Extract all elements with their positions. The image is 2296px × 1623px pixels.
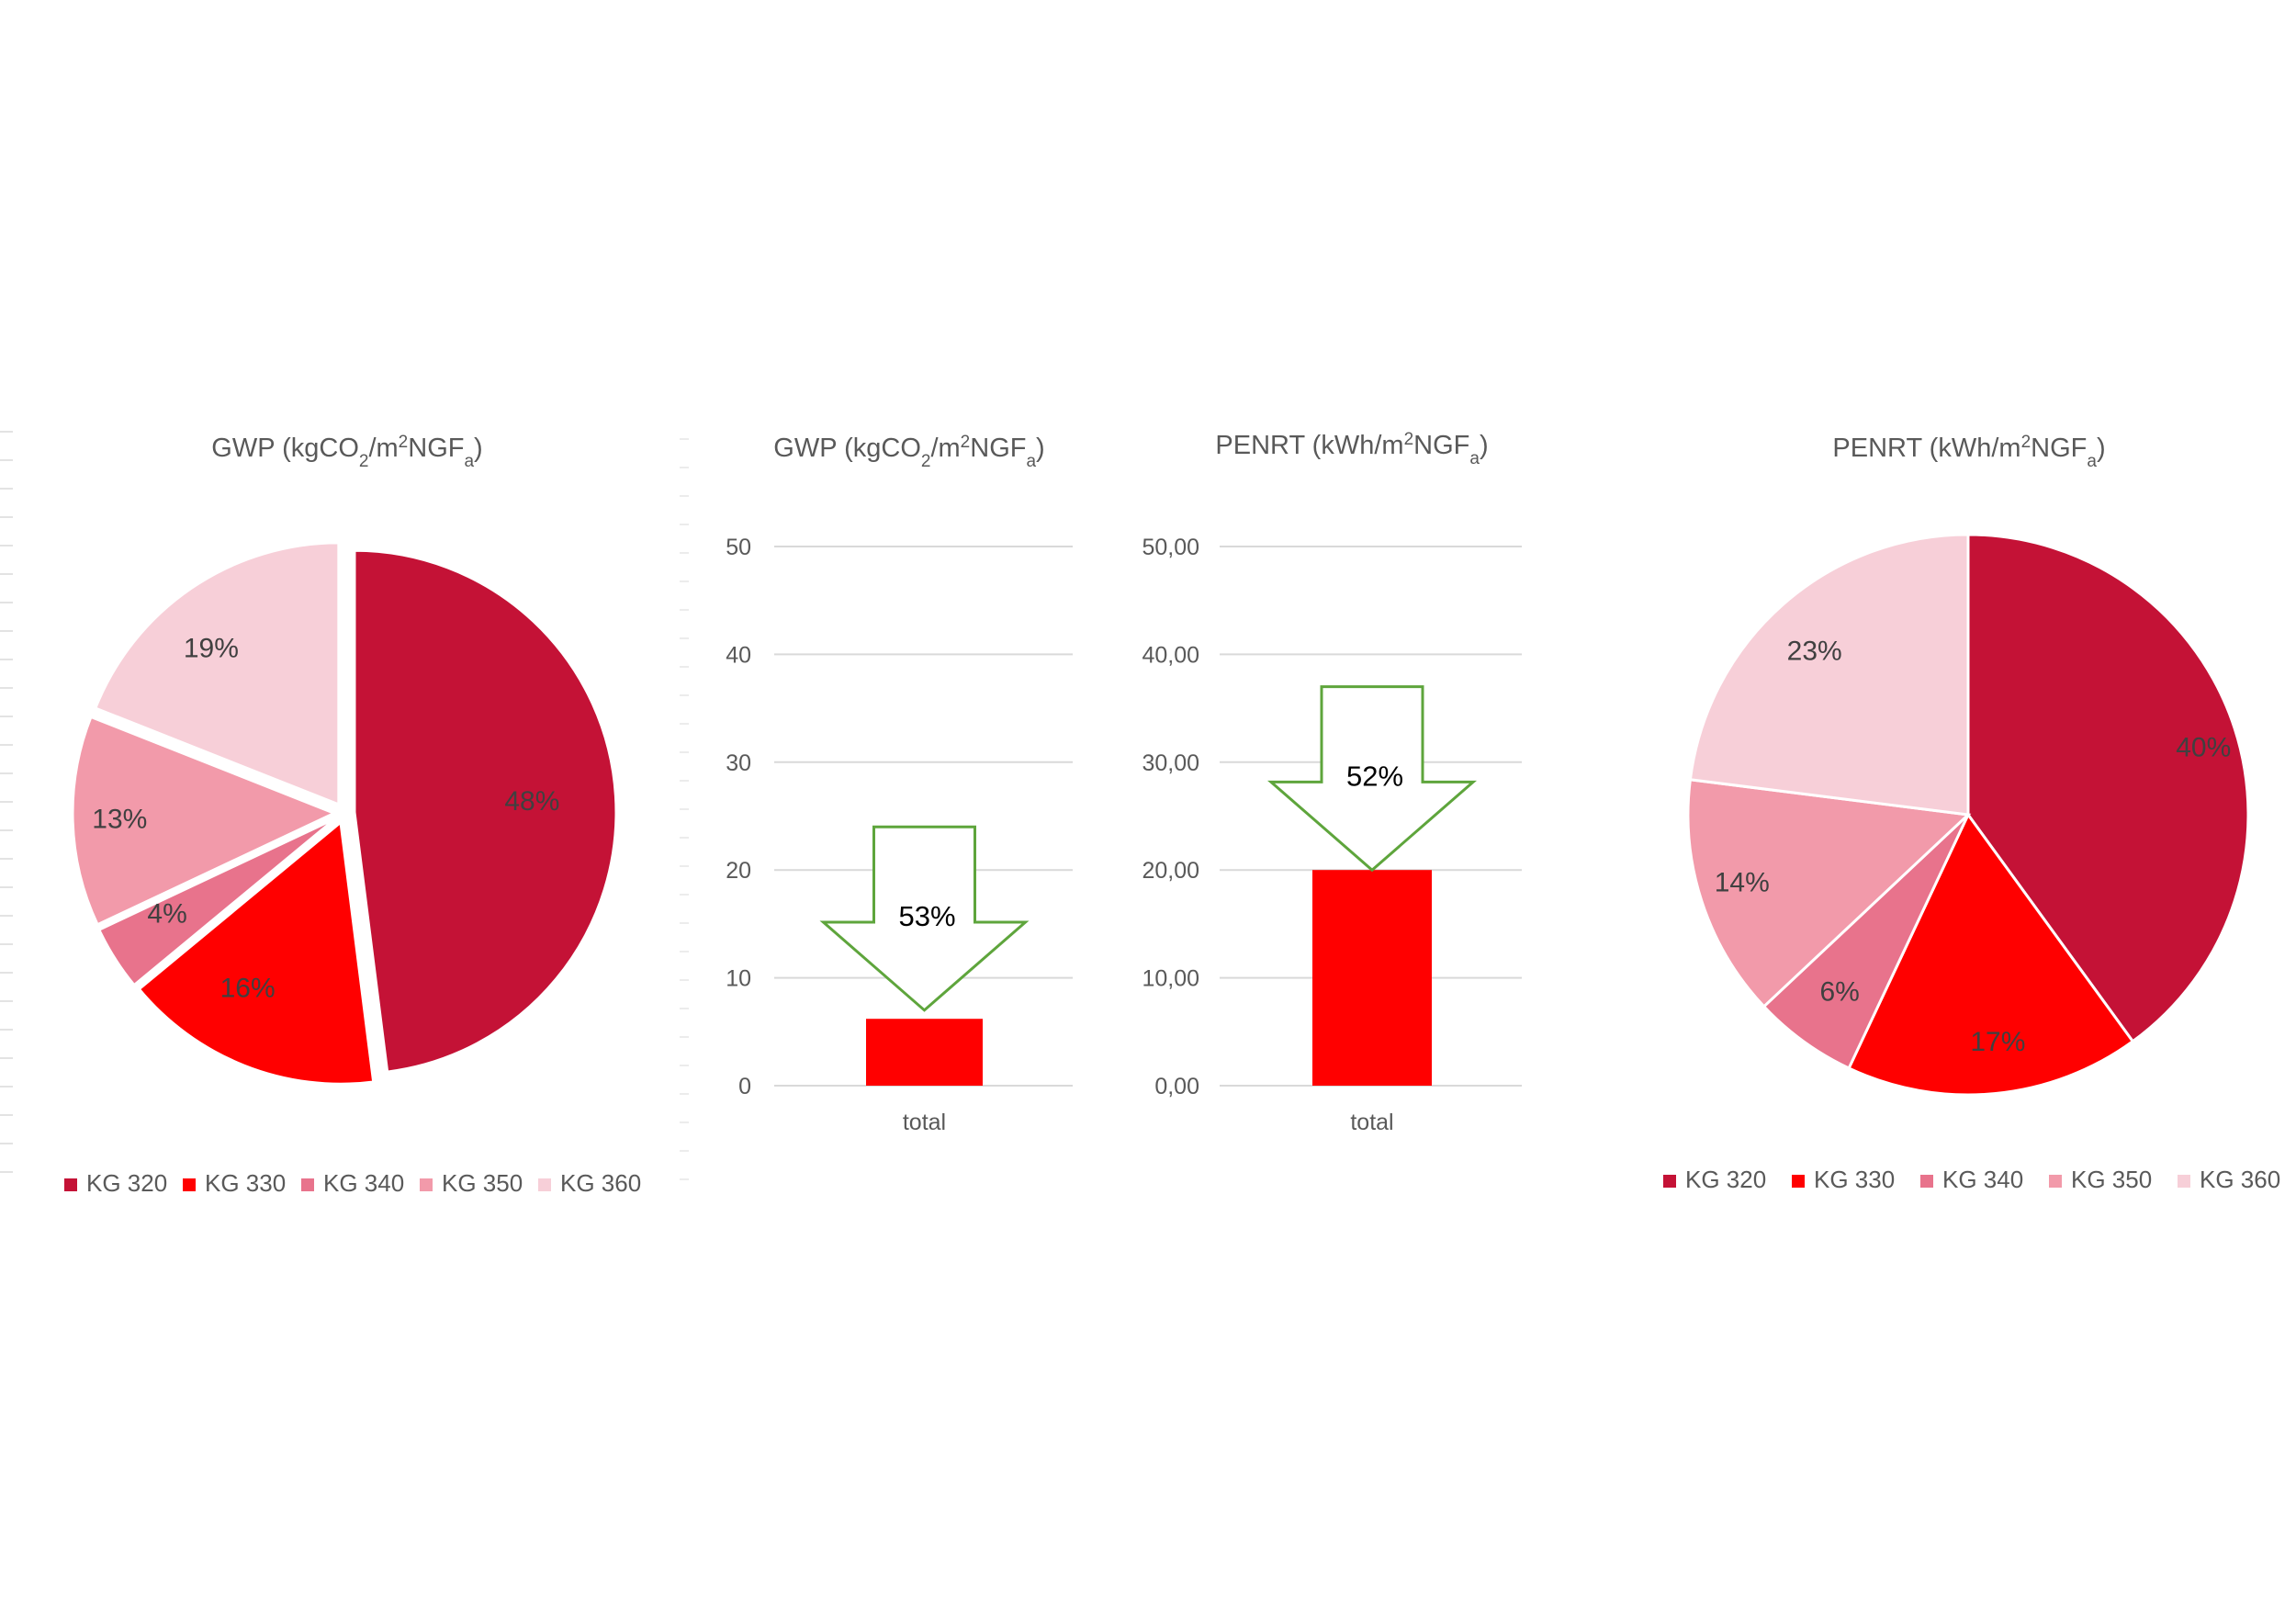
chart-title: PENRT (kWh/m2NGFa) — [1832, 433, 2105, 471]
legend-label: KG 340 — [323, 1169, 404, 1197]
pie-slice-kg-360 — [1688, 533, 1970, 817]
legend-label: KG 340 — [1942, 1166, 2023, 1193]
pie-slice-kg-360 — [93, 541, 341, 807]
pie-data-label: 19% — [184, 634, 239, 664]
chart-title-part: 2 — [921, 452, 931, 471]
y-tick-label: 40 — [726, 642, 751, 668]
legend-label: KG 350 — [442, 1169, 523, 1197]
legend-swatch — [538, 1178, 551, 1191]
bar-total — [1312, 870, 1432, 1086]
pie-slice-kg-340 — [96, 817, 337, 987]
legend-label: KG 330 — [205, 1169, 286, 1197]
y-tick-label: 50 — [726, 535, 751, 560]
pie-slice-kg-350 — [1686, 778, 1972, 1009]
chart-title-part: GWP (kgCO — [773, 434, 921, 463]
down-arrow-annotation — [1266, 685, 1478, 873]
chart-title-part: 2 — [961, 433, 971, 452]
legend-swatch — [64, 1178, 77, 1191]
arrow-percentage-label: 52% — [1346, 760, 1403, 792]
pie-slice-kg-330 — [1847, 812, 2135, 1097]
y-tick-label: 30 — [726, 750, 751, 776]
chart-title-part: ) — [1036, 434, 1045, 463]
y-tick-label: 20,00 — [1142, 858, 1199, 884]
x-category-label: total — [903, 1110, 946, 1135]
pie-slice-kg-330 — [137, 819, 376, 1086]
chart-title-part: PENRT (kWh/m — [1832, 434, 2020, 463]
chart-title: PENRT (kWh/m2NGFa) — [1215, 430, 1488, 468]
bar-total — [866, 1019, 983, 1086]
chart-title-part: a — [2087, 452, 2097, 471]
legend-swatch — [2178, 1175, 2190, 1188]
pie-data-label: 16% — [220, 973, 276, 1003]
legend-label: KG 360 — [560, 1169, 641, 1197]
chart-title-part: 2 — [2021, 433, 2032, 452]
penrt-bar-chart: PENRT (kWh/m2NGFa) 0,00 10,00 20,00 30,00 40,… — [1142, 430, 1522, 1135]
chart-title-part: PENRT (kWh/m — [1215, 431, 1403, 460]
chart-title-part: NGF — [2031, 434, 2087, 463]
legend-swatch — [420, 1178, 433, 1191]
left-edge-ticks — [0, 431, 689, 1180]
y-tick-label: 0,00 — [1154, 1074, 1199, 1099]
chart-title-part: NGF — [1413, 431, 1469, 460]
pie-slice-kg-320 — [1966, 533, 2250, 1043]
legend-swatch — [2049, 1175, 2062, 1188]
legend-label: KG 320 — [1685, 1166, 1766, 1193]
penrt-pie-chart: PENRT (kWh/m2NGFa) 40% 17% 6% 14% 23% KG 320 KG… — [1663, 433, 2280, 1193]
chart-title-part: ) — [2097, 434, 2106, 463]
x-category-label: total — [1350, 1110, 1393, 1135]
y-tick-label: 40,00 — [1142, 642, 1199, 668]
chart-title-part: /m — [930, 434, 960, 463]
legend-swatch — [183, 1178, 196, 1191]
legend-label: KG 360 — [2200, 1166, 2280, 1193]
legend-swatch — [1920, 1175, 1933, 1188]
chart-title: GWP (kgCO2/m2NGFa) — [211, 433, 482, 471]
chart-title-part: NGF — [408, 434, 464, 463]
legend-swatch — [1792, 1175, 1805, 1188]
pie-data-label: 14% — [1715, 868, 1770, 898]
y-tick-label: 20 — [726, 858, 751, 884]
chart-title-part: NGF — [970, 434, 1026, 463]
y-tick-label: 30,00 — [1142, 750, 1199, 776]
pie-data-label: 48% — [504, 786, 559, 817]
legend-label: KG 330 — [1814, 1166, 1895, 1193]
y-tick-label: 0 — [738, 1074, 751, 1099]
y-tick-label: 10,00 — [1142, 966, 1199, 992]
pie-data-label: 23% — [1787, 637, 1842, 667]
chart-title-part: /m — [368, 434, 398, 463]
legend-swatch — [1663, 1175, 1676, 1188]
chart-title-part: 2 — [359, 452, 369, 471]
chart-title-part: a — [1026, 452, 1036, 471]
chart-title-part: 2 — [1404, 430, 1414, 449]
gwp-pie-chart: GWP (kgCO2/m2NGFa)48%16%4%13%19%KG 320 KG… — [64, 433, 641, 1197]
pie-data-label: 17% — [1970, 1027, 2025, 1057]
pie-data-label: 4% — [147, 899, 186, 930]
y-tick-label: 10 — [726, 966, 751, 992]
legend-swatch — [301, 1178, 314, 1191]
pie-data-label: 6% — [1819, 976, 1859, 1007]
pie-slice-kg-350 — [71, 715, 338, 927]
down-arrow-annotation — [819, 825, 1030, 1012]
chart-title-part: GWP (kgCO — [211, 434, 359, 463]
chart-title-part: ) — [1480, 431, 1489, 460]
legend-label: KG 320 — [86, 1169, 167, 1197]
chart-title-part: a — [1469, 449, 1480, 468]
chart-title: GWP (kgCO2/m2NGFa) — [773, 433, 1044, 471]
y-tick-label: 50,00 — [1142, 535, 1199, 560]
chart-title-part: 2 — [399, 433, 409, 452]
legend-label: KG 350 — [2071, 1166, 2152, 1193]
chart-title-part: ) — [474, 434, 483, 463]
pie-data-label: 13% — [92, 804, 147, 834]
pie-data-label: 40% — [2176, 732, 2231, 762]
arrow-percentage-label: 53% — [898, 900, 955, 932]
chart-title-part: a — [464, 452, 474, 471]
pie-slice-kg-320 — [353, 548, 618, 1074]
